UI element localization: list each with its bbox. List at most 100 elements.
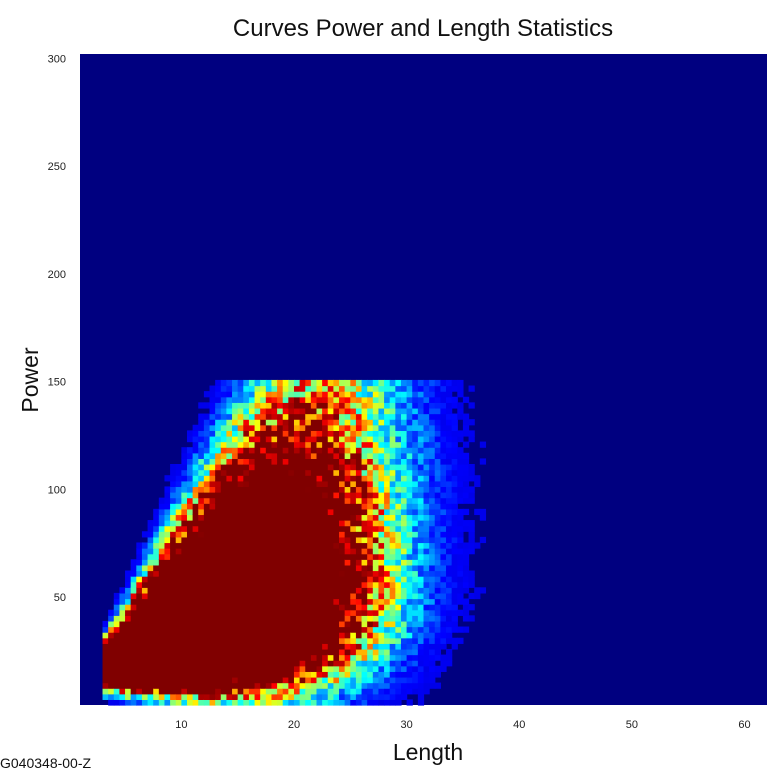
heatmap-cell bbox=[389, 385, 396, 392]
heatmap-cell bbox=[355, 660, 363, 667]
heatmap-cell bbox=[423, 536, 430, 544]
heatmap-cell bbox=[440, 548, 447, 555]
heatmap-cell bbox=[389, 402, 396, 409]
heatmap-cell bbox=[305, 447, 312, 454]
heatmap-cell bbox=[181, 464, 188, 471]
heatmap-cell bbox=[164, 699, 171, 706]
heatmap-cell bbox=[429, 671, 436, 678]
heatmap-cell bbox=[277, 542, 284, 549]
heatmap-cell bbox=[372, 536, 380, 544]
heatmap-cell bbox=[237, 407, 244, 415]
heatmap-cell bbox=[361, 525, 368, 532]
heatmap-cell bbox=[203, 536, 211, 544]
heatmap-cell bbox=[378, 396, 385, 403]
heatmap-cell bbox=[181, 609, 188, 616]
heatmap-cell bbox=[136, 665, 143, 672]
heatmap-cell bbox=[400, 419, 408, 426]
heatmap-cell bbox=[277, 508, 284, 516]
heatmap-cell bbox=[198, 576, 205, 583]
heatmap-cell bbox=[355, 553, 363, 560]
heatmap-cell bbox=[389, 564, 396, 572]
heatmap-cell bbox=[457, 576, 464, 583]
heatmap-cell bbox=[389, 413, 396, 420]
heatmap-cell bbox=[248, 587, 256, 594]
heatmap-cell bbox=[186, 486, 194, 493]
heatmap-cell bbox=[153, 592, 160, 600]
heatmap-cell bbox=[136, 676, 143, 684]
heatmap-cell bbox=[288, 604, 295, 611]
heatmap-cell bbox=[282, 475, 289, 482]
heatmap-cell bbox=[260, 671, 267, 678]
heatmap-cell bbox=[350, 587, 357, 594]
heatmap-cell bbox=[277, 475, 284, 482]
heatmap-cell bbox=[181, 654, 188, 661]
heatmap-cell bbox=[260, 452, 267, 459]
heatmap-cell bbox=[181, 480, 188, 488]
heatmap-cell bbox=[153, 693, 160, 700]
heatmap-cell bbox=[226, 587, 233, 594]
heatmap-cell bbox=[248, 648, 256, 656]
heatmap-cell bbox=[198, 626, 205, 633]
heatmap-cell bbox=[423, 435, 430, 443]
heatmap-cell bbox=[277, 480, 284, 488]
heatmap-cell bbox=[175, 688, 182, 695]
heatmap-cell bbox=[384, 536, 391, 544]
heatmap-cell bbox=[339, 542, 346, 549]
heatmap-cell bbox=[412, 385, 419, 392]
heatmap-cell bbox=[299, 452, 306, 459]
heatmap-cell bbox=[440, 480, 447, 488]
heatmap-cell bbox=[141, 548, 149, 555]
heatmap-cell bbox=[192, 458, 199, 465]
heatmap-cell bbox=[400, 654, 408, 661]
heatmap-cell bbox=[468, 497, 475, 504]
heatmap-cell bbox=[322, 508, 329, 516]
heatmap-cell bbox=[226, 486, 233, 493]
heatmap-cell bbox=[327, 525, 335, 532]
heatmap-cell bbox=[350, 620, 357, 628]
heatmap-cell bbox=[355, 581, 363, 588]
heatmap-cell bbox=[446, 564, 453, 572]
heatmap-cell bbox=[327, 620, 335, 628]
heatmap-cell bbox=[186, 576, 194, 583]
heatmap-cell bbox=[412, 548, 419, 555]
heatmap-cell bbox=[384, 497, 391, 504]
heatmap-cell bbox=[260, 564, 267, 572]
heatmap-cell bbox=[451, 643, 458, 650]
heatmap-cell bbox=[125, 643, 132, 650]
heatmap-cell bbox=[136, 548, 143, 555]
heatmap-cell bbox=[468, 402, 475, 409]
heatmap-cell bbox=[305, 525, 312, 532]
heatmap-cell bbox=[271, 419, 278, 426]
heatmap-cell bbox=[288, 626, 295, 633]
heatmap-cell bbox=[288, 486, 295, 493]
heatmap-cell bbox=[282, 699, 289, 706]
heatmap-cell bbox=[333, 615, 340, 622]
heatmap-cell bbox=[293, 514, 301, 521]
heatmap-cell bbox=[367, 682, 374, 689]
heatmap-cell bbox=[423, 676, 430, 684]
heatmap-cell bbox=[367, 492, 374, 499]
heatmap-cell bbox=[333, 424, 340, 431]
heatmap-cell bbox=[344, 419, 351, 426]
heatmap-cell bbox=[271, 643, 278, 650]
heatmap-cell bbox=[305, 604, 312, 611]
heatmap-cell bbox=[147, 559, 154, 566]
heatmap-cell bbox=[350, 576, 357, 583]
heatmap-cell bbox=[175, 609, 182, 616]
heatmap-cell bbox=[361, 391, 368, 398]
heatmap-cell bbox=[186, 559, 194, 566]
heatmap-cell bbox=[108, 609, 115, 616]
heatmap-cell bbox=[367, 520, 374, 527]
heatmap-cell bbox=[327, 699, 335, 706]
heatmap-cell bbox=[350, 693, 357, 700]
heatmap-cell bbox=[192, 693, 199, 700]
heatmap-cell bbox=[350, 430, 357, 437]
heatmap-cell bbox=[350, 520, 357, 527]
heatmap-cell bbox=[350, 407, 357, 415]
heatmap-cell bbox=[412, 688, 419, 695]
heatmap-cell bbox=[209, 559, 216, 566]
heatmap-cell bbox=[299, 486, 306, 493]
x-axis-ticks: 10 20 30 40 50 60 bbox=[175, 719, 750, 731]
heatmap-cell bbox=[322, 536, 329, 544]
heatmap-cell bbox=[293, 480, 301, 488]
